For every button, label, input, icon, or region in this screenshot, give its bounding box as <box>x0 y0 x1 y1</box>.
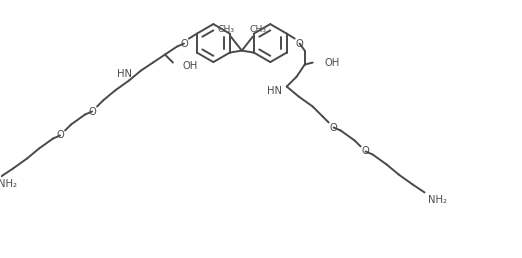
Text: OH: OH <box>325 58 340 68</box>
Text: CH₃: CH₃ <box>217 25 234 34</box>
Text: HN: HN <box>267 86 282 95</box>
Text: O: O <box>296 39 304 49</box>
Text: OH: OH <box>183 61 198 71</box>
Text: O: O <box>362 147 370 156</box>
Text: O: O <box>180 39 188 49</box>
Text: O: O <box>330 123 338 133</box>
Text: NH₂: NH₂ <box>0 179 17 189</box>
Text: HN: HN <box>117 69 132 79</box>
Text: NH₂: NH₂ <box>428 195 446 205</box>
Text: O: O <box>56 131 64 141</box>
Text: O: O <box>88 107 96 117</box>
Text: CH₃: CH₃ <box>250 25 266 34</box>
